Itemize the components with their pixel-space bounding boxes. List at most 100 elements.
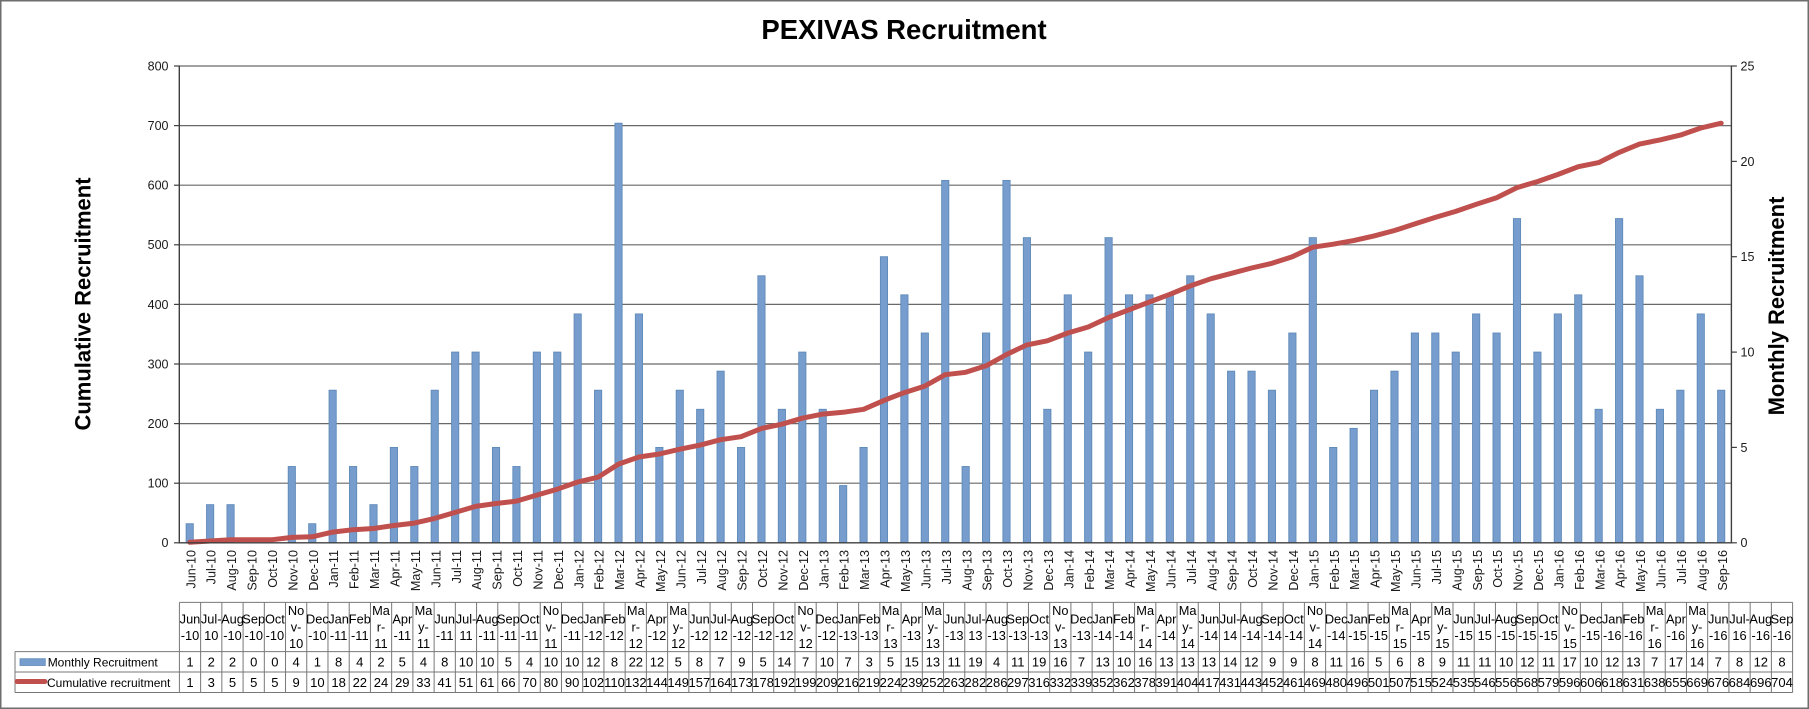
svg-text:Jul-: Jul-	[965, 611, 986, 626]
svg-text:5: 5	[250, 675, 257, 690]
svg-text:676: 676	[1707, 675, 1729, 690]
svg-text:8: 8	[1736, 655, 1743, 670]
svg-text:164: 164	[710, 675, 732, 690]
svg-text:-15: -15	[1518, 628, 1537, 643]
svg-text:15: 15	[1741, 250, 1755, 264]
svg-text:13: 13	[1180, 655, 1194, 670]
svg-text:Oct: Oct	[520, 611, 540, 626]
svg-text:596: 596	[1559, 675, 1581, 690]
svg-text:209: 209	[816, 675, 838, 690]
svg-text:10: 10	[1117, 655, 1131, 670]
svg-text:1: 1	[186, 675, 193, 690]
svg-text:12: 12	[1754, 655, 1768, 670]
svg-text:Jul-14: Jul-14	[1185, 550, 1199, 584]
svg-text:13: 13	[926, 655, 940, 670]
svg-text:4: 4	[526, 655, 533, 670]
svg-text:-13: -13	[1009, 628, 1028, 643]
svg-text:v-: v-	[1310, 620, 1321, 635]
svg-text:Jul-11: Jul-11	[450, 550, 464, 583]
svg-text:May-14: May-14	[1144, 550, 1158, 592]
svg-text:700: 700	[148, 119, 169, 133]
svg-text:r-: r-	[632, 620, 641, 635]
svg-text:-14: -14	[1242, 628, 1261, 643]
svg-text:80: 80	[544, 675, 558, 690]
svg-text:173: 173	[731, 675, 753, 690]
svg-text:-13: -13	[902, 628, 921, 643]
svg-text:11: 11	[417, 636, 430, 651]
svg-text:Ma: Ma	[1179, 603, 1198, 618]
svg-text:18: 18	[331, 675, 345, 690]
svg-text:Jun: Jun	[434, 611, 455, 626]
svg-text:4: 4	[292, 655, 299, 670]
svg-text:515: 515	[1410, 675, 1432, 690]
svg-text:10: 10	[565, 655, 579, 670]
svg-text:-14: -14	[1200, 628, 1219, 643]
svg-text:Jun: Jun	[1453, 611, 1474, 626]
svg-text:13: 13	[926, 636, 940, 651]
svg-text:-11: -11	[500, 628, 518, 643]
svg-text:15: 15	[1563, 636, 1577, 651]
svg-text:-16: -16	[1709, 628, 1728, 643]
svg-text:-15: -15	[1412, 628, 1431, 643]
svg-text:Nov-13: Nov-13	[1022, 550, 1036, 591]
svg-text:282: 282	[965, 675, 987, 690]
svg-text:Dec: Dec	[1580, 611, 1603, 626]
svg-text:Feb-15: Feb-15	[1328, 550, 1342, 590]
svg-text:Ma: Ma	[924, 603, 943, 618]
svg-text:Aug-14: Aug-14	[1205, 550, 1219, 591]
svg-text:y-: y-	[1437, 620, 1448, 635]
svg-text:Jan-14: Jan-14	[1062, 550, 1076, 589]
svg-text:16: 16	[1350, 655, 1364, 670]
svg-text:Jan: Jan	[1347, 611, 1368, 626]
svg-text:4: 4	[420, 655, 427, 670]
svg-text:Dec: Dec	[1325, 611, 1348, 626]
svg-text:618: 618	[1601, 675, 1623, 690]
svg-text:Jan: Jan	[1602, 611, 1623, 626]
svg-text:-13: -13	[1072, 628, 1091, 643]
svg-text:Apr: Apr	[1411, 611, 1432, 626]
svg-text:-16: -16	[1667, 628, 1686, 643]
svg-text:Aug: Aug	[1495, 611, 1518, 626]
svg-text:Monthly Recruitment: Monthly Recruitment	[1764, 196, 1789, 415]
svg-text:8: 8	[441, 655, 448, 670]
svg-text:100: 100	[148, 477, 169, 491]
svg-text:Jul-13: Jul-13	[940, 550, 954, 584]
svg-text:-10: -10	[181, 628, 200, 643]
svg-text:800: 800	[148, 59, 169, 73]
svg-text:16: 16	[1053, 655, 1067, 670]
svg-text:r-: r-	[377, 620, 386, 635]
svg-text:Oct: Oct	[1284, 611, 1304, 626]
svg-text:Ma: Ma	[1646, 603, 1665, 618]
svg-text:9: 9	[1290, 655, 1297, 670]
svg-text:y-: y-	[673, 620, 684, 635]
svg-text:0: 0	[250, 655, 257, 670]
svg-text:12: 12	[1244, 655, 1258, 670]
svg-text:May-12: May-12	[654, 550, 668, 592]
svg-text:339: 339	[1071, 675, 1093, 690]
svg-text:-12: -12	[775, 628, 794, 643]
svg-text:16: 16	[1690, 636, 1704, 651]
svg-text:507: 507	[1389, 675, 1411, 690]
svg-text:Monthly Recruitment: Monthly Recruitment	[48, 656, 159, 670]
svg-text:224: 224	[880, 675, 902, 690]
svg-text:10: 10	[310, 675, 324, 690]
svg-text:535: 535	[1453, 675, 1475, 690]
svg-text:Dec: Dec	[561, 611, 584, 626]
svg-text:-14: -14	[1327, 628, 1346, 643]
svg-text:443: 443	[1240, 675, 1262, 690]
svg-text:Mar-15: Mar-15	[1348, 550, 1362, 590]
svg-text:Ma: Ma	[1434, 603, 1453, 618]
svg-text:132: 132	[625, 675, 647, 690]
svg-text:6: 6	[1396, 655, 1403, 670]
svg-text:5: 5	[271, 675, 278, 690]
svg-text:Jul-: Jul-	[710, 611, 731, 626]
svg-text:Dec: Dec	[815, 611, 838, 626]
svg-text:8: 8	[1311, 655, 1318, 670]
svg-text:Jul-: Jul-	[1729, 611, 1750, 626]
svg-text:-12: -12	[733, 628, 752, 643]
svg-text:579: 579	[1538, 675, 1560, 690]
svg-text:15: 15	[1478, 628, 1492, 643]
svg-text:51: 51	[459, 675, 473, 690]
svg-text:332: 332	[1049, 675, 1071, 690]
svg-text:568: 568	[1516, 675, 1538, 690]
